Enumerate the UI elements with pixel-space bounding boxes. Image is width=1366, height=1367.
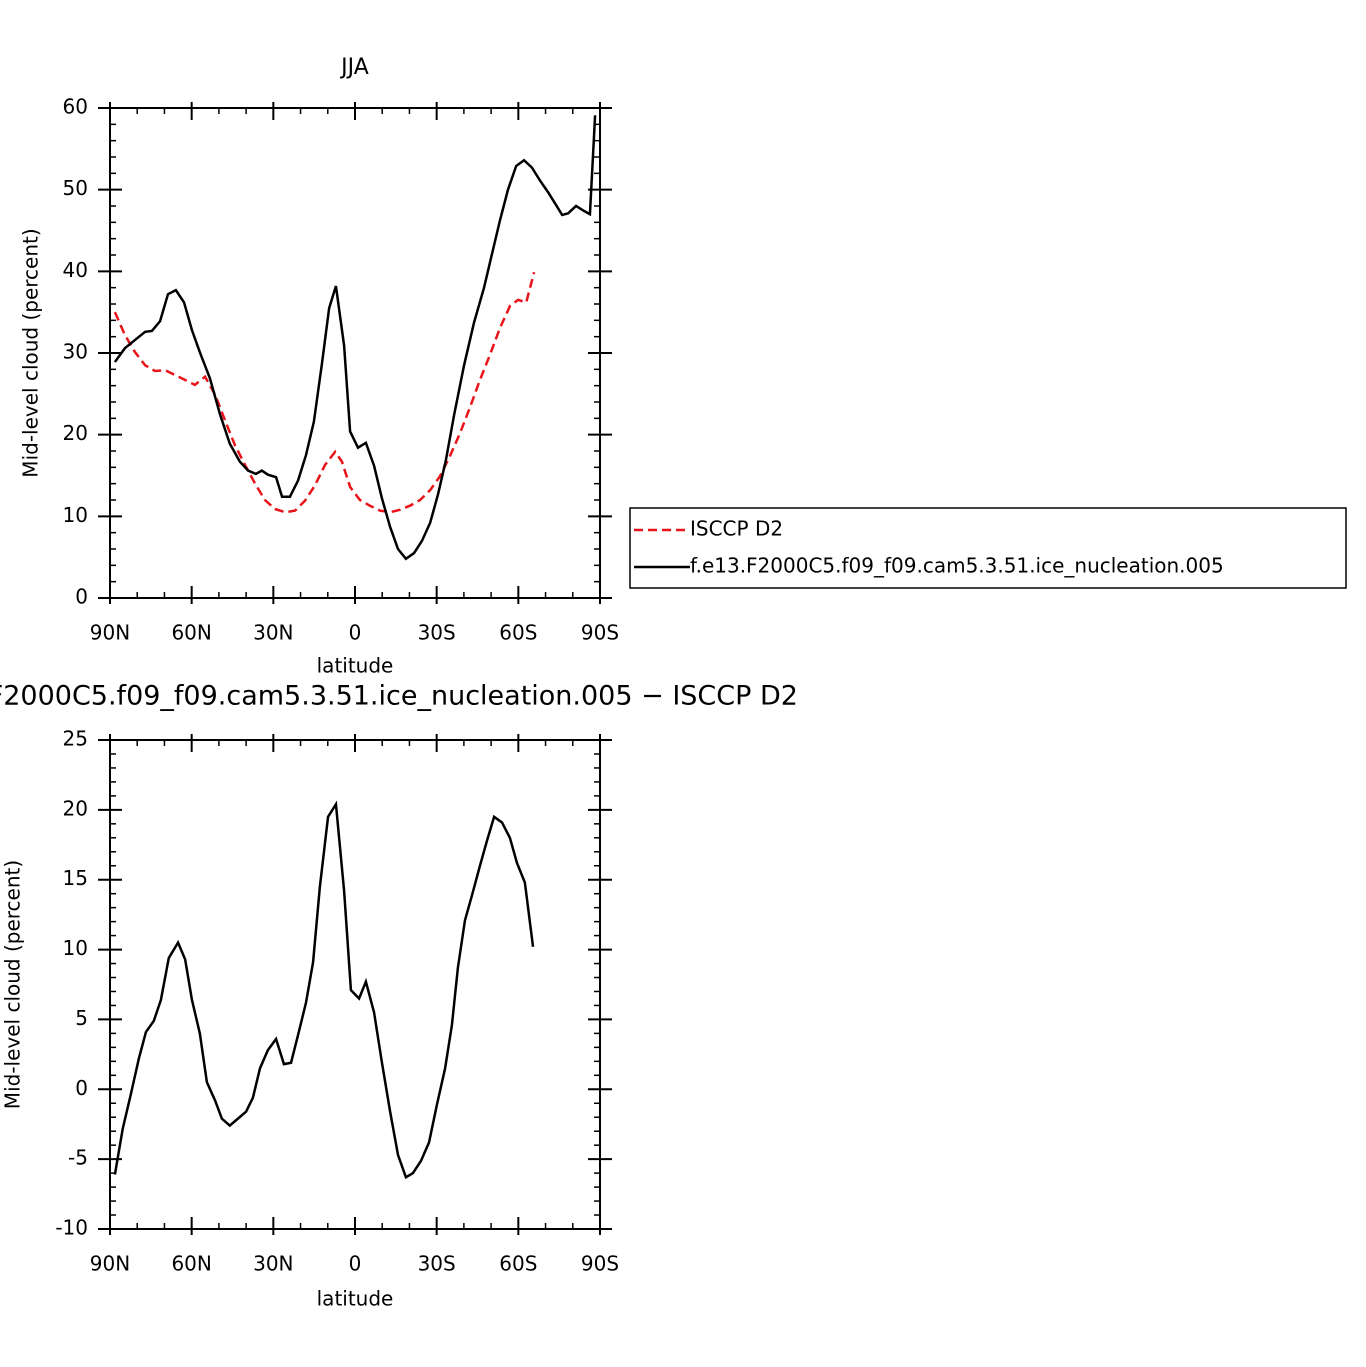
y-tick-label: -10 bbox=[55, 1216, 88, 1240]
y-axis-label: Mid-level cloud (percent) bbox=[19, 228, 43, 477]
x-tick-label: 60N bbox=[171, 621, 211, 645]
x-tick-label: 30N bbox=[253, 621, 293, 645]
x-tick-label: 90N bbox=[90, 1252, 130, 1276]
x-tick-label: 90N bbox=[90, 621, 130, 645]
x-tick-label: 90S bbox=[581, 621, 619, 645]
y-tick-label: 0 bbox=[75, 1076, 88, 1100]
x-tick-label: 0 bbox=[349, 1252, 362, 1276]
legend-label: ISCCP D2 bbox=[690, 517, 783, 541]
data-line bbox=[113, 800, 535, 1180]
chart-title: JJA bbox=[339, 55, 369, 80]
y-tick-label: 30 bbox=[63, 340, 88, 364]
x-tick-label: 30N bbox=[253, 1252, 293, 1276]
y-tick-label: 5 bbox=[75, 1006, 88, 1030]
y-tick-label: -5 bbox=[68, 1146, 88, 1170]
x-axis-label: latitude bbox=[317, 654, 394, 678]
y-tick-label: 50 bbox=[63, 176, 88, 200]
y-tick-label: 20 bbox=[63, 421, 88, 445]
x-tick-label: 60S bbox=[499, 1252, 537, 1276]
y-tick-label: 10 bbox=[63, 936, 88, 960]
y-tick-label: 20 bbox=[63, 796, 88, 820]
x-tick-label: 0 bbox=[349, 621, 362, 645]
y-axis-label: Mid-level cloud (percent) bbox=[1, 860, 25, 1109]
y-tick-label: 60 bbox=[63, 95, 88, 119]
x-tick-label: 30S bbox=[418, 1252, 456, 1276]
chart-title: f.e13.F2000C5.f09_f09.cam5.3.51.ice_nucl… bbox=[0, 681, 798, 712]
x-tick-label: 30S bbox=[418, 621, 456, 645]
plot-frame bbox=[109, 107, 601, 599]
y-tick-label: 40 bbox=[63, 258, 88, 282]
y-tick-label: 25 bbox=[63, 727, 88, 751]
legend-label: f.e13.F2000C5.f09_f09.cam5.3.51.ice_nucl… bbox=[690, 554, 1224, 578]
y-tick-label: 10 bbox=[63, 503, 88, 527]
x-axis-label: latitude bbox=[317, 1287, 394, 1311]
x-tick-label: 60N bbox=[171, 1252, 211, 1276]
plot-frame bbox=[109, 739, 601, 1230]
x-tick-label: 90S bbox=[581, 1252, 619, 1276]
data-line bbox=[113, 271, 536, 514]
x-tick-label: 60S bbox=[499, 621, 537, 645]
data-line bbox=[113, 115, 597, 561]
legend-box bbox=[629, 507, 1347, 589]
y-tick-label: 15 bbox=[63, 866, 88, 890]
y-tick-label: 0 bbox=[75, 585, 88, 609]
